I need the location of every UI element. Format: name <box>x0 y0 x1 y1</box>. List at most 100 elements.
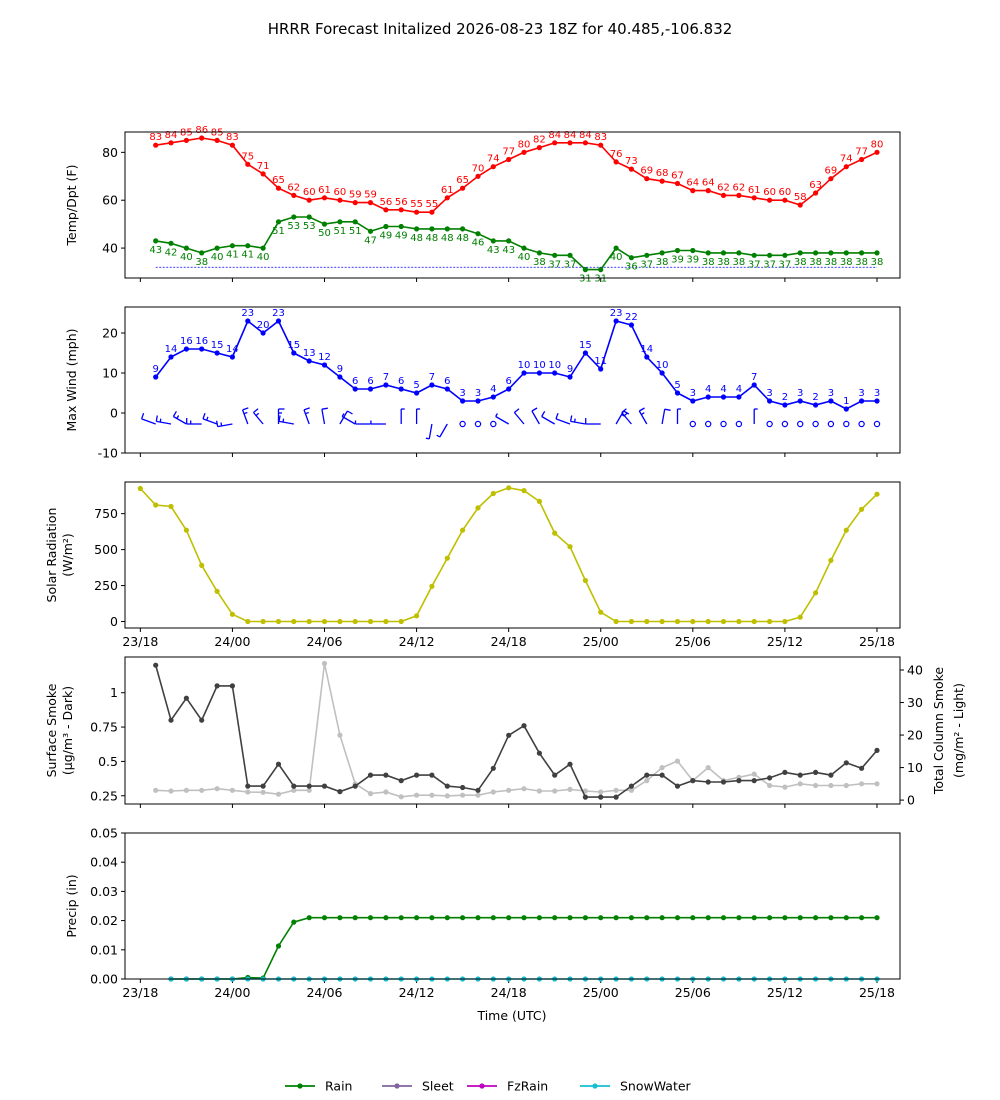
x-tick-label: 24/06 <box>306 634 342 649</box>
series-1-data-label: 61 <box>318 185 331 196</box>
series-1-data-label: 5 <box>674 380 680 391</box>
y-tick-label: 0.75 <box>90 720 118 735</box>
series-1-data-label: 4 <box>705 384 711 395</box>
series-2-point <box>153 238 159 244</box>
series-1-data-label: 85 <box>180 127 193 138</box>
series-2-point <box>229 787 235 793</box>
series-1-point <box>859 398 865 404</box>
series-1-point <box>552 530 558 536</box>
series-1-point <box>674 783 681 789</box>
series-1-data-label: 3 <box>874 388 880 399</box>
series-2-point <box>782 252 788 258</box>
x-tick-label: 25/00 <box>583 985 619 1000</box>
series-1-data-label: 61 <box>748 185 761 196</box>
series-2-data-label: 36 <box>625 262 638 273</box>
series-1-point <box>260 171 266 177</box>
wind-barb-shaft <box>341 415 356 425</box>
y-tick-label: 0.04 <box>90 855 118 870</box>
series-2-point <box>797 781 803 787</box>
series-1-data-label: 83 <box>226 132 239 143</box>
series-2-point <box>552 252 558 258</box>
series-rain-point <box>337 915 343 921</box>
wind-barb-calm <box>474 420 482 428</box>
wind-barb-shaft <box>202 418 218 425</box>
series-2-data-label: 53 <box>303 221 316 232</box>
series-1-point <box>367 386 374 392</box>
x-tick-label: 23/18 <box>122 985 158 1000</box>
series-1-point <box>859 506 865 512</box>
series-1-point <box>582 794 589 800</box>
series-1-point <box>813 402 819 408</box>
wind-barb-flag <box>495 413 498 417</box>
series-2-data-label: 38 <box>825 257 838 268</box>
series-1-point <box>736 778 742 784</box>
series-2-data-label: 48 <box>426 233 439 244</box>
series-1-point <box>337 197 343 203</box>
series-1-point <box>260 330 266 336</box>
series-2-point <box>444 793 450 799</box>
series-1-point <box>582 140 589 146</box>
series-1-point <box>460 784 466 791</box>
y-tick-label: 0.02 <box>90 913 118 928</box>
wind-barb-flag <box>425 437 430 440</box>
series-rain-point <box>321 915 328 921</box>
series-1-data-label: 9 <box>153 364 159 375</box>
series-2-data-label: 38 <box>717 257 730 268</box>
wind-barb-shaft <box>278 420 294 425</box>
series-2-point <box>767 252 773 258</box>
series-2-data-label: 38 <box>702 257 715 268</box>
series-1-point <box>275 185 282 191</box>
wind-barb-flag <box>341 413 345 417</box>
series-1-data-label: 77 <box>502 147 515 158</box>
series-1-point <box>598 609 604 615</box>
panel-frame <box>124 832 901 980</box>
wind-barb-flag <box>621 408 627 414</box>
wind-barb-flag <box>220 422 223 427</box>
series-1-point <box>613 794 619 800</box>
series-1-point <box>444 783 450 789</box>
series-1-point <box>168 140 174 146</box>
series-1-point <box>429 583 435 589</box>
series-2-point <box>797 250 803 256</box>
series-1-point <box>337 618 343 625</box>
series-2-point <box>674 247 681 254</box>
series-1-point <box>444 195 450 201</box>
series-1-data-label: 83 <box>149 132 162 143</box>
series-1-line <box>139 486 878 623</box>
series-2-point <box>843 782 849 789</box>
series-1-data-label: 15 <box>579 340 592 351</box>
series-2-point <box>398 223 404 230</box>
series-1-data-label: 10 <box>548 360 561 371</box>
series-1-data-label: 67 <box>671 171 684 182</box>
series-2-point <box>705 250 711 256</box>
wind-barb-shaft <box>321 409 326 425</box>
series-1-point <box>414 390 420 396</box>
series-2-data-label: 40 <box>180 252 193 263</box>
series-2-point <box>475 231 481 237</box>
wind-barb-calm <box>705 420 712 428</box>
series-rain-point <box>383 915 389 921</box>
series-1-data-label: 56 <box>380 197 393 208</box>
series-1-point <box>168 354 174 360</box>
y-right-tick-label: 10 <box>907 760 923 775</box>
series-rain-point <box>797 915 803 921</box>
wind-barb-flag <box>436 434 441 438</box>
series-1-point <box>199 717 205 723</box>
series-1-point <box>260 618 266 625</box>
series-1-data-label: 23 <box>272 308 285 319</box>
series-1-point <box>168 503 174 510</box>
series-2-point <box>843 250 849 256</box>
series-1-point <box>306 197 312 203</box>
series-1-point <box>874 491 880 497</box>
series-2-point <box>874 781 880 787</box>
series-1-point <box>137 485 143 492</box>
series-1-point <box>813 769 819 776</box>
series-1-data-label: 74 <box>840 154 853 165</box>
series-2-point <box>536 788 543 794</box>
series-rain-point <box>828 915 834 921</box>
series-1-data-label: 2 <box>782 392 788 403</box>
wind-barb-flag <box>282 418 285 423</box>
series-1-point <box>874 747 880 754</box>
series-1-point <box>536 498 543 504</box>
